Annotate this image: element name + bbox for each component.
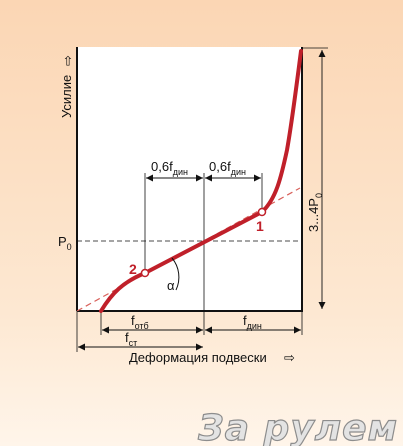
dim-upper-left-label: 0,6fдин [151, 159, 188, 177]
y-axis-label-group: Усилие ⇨ [59, 55, 76, 118]
y-axis-label: Усилие [59, 75, 74, 118]
angle-arc [171, 257, 180, 291]
plot-area [77, 47, 302, 311]
point-1-label: 1 [256, 218, 264, 234]
dim-f-din-label: fдин [243, 313, 262, 331]
dim-load-range-label: 3...4P0 [306, 193, 324, 232]
dim-upper-right-label: 0,6fдин [209, 159, 246, 177]
watermark-logo: За рулем [197, 408, 398, 446]
angle-alpha-label: α [167, 278, 175, 293]
dim-f-otb-label: fотб [131, 313, 149, 331]
point-2-marker [140, 268, 150, 278]
p0-label: P0 [58, 234, 72, 252]
x-axis-arrow-icon: ⇨ [284, 351, 295, 366]
point-2-label: 2 [129, 261, 137, 277]
dim-f-st-label: fст [125, 330, 137, 348]
x-axis-label: Деформация подвески [129, 350, 267, 365]
y-axis-arrow-icon: ⇨ [61, 55, 76, 66]
point-1-marker [257, 207, 267, 217]
suspension-curve [99, 49, 303, 313]
reference-verticals [100, 173, 263, 335]
